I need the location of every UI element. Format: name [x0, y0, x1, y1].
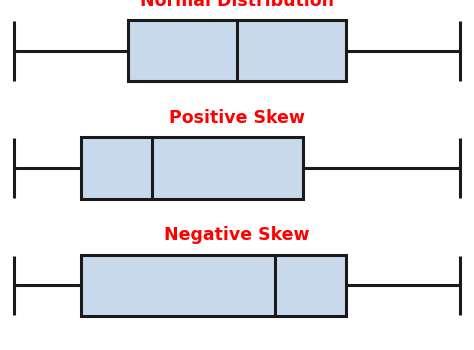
Bar: [81, 255, 346, 316]
Bar: [128, 20, 346, 82]
Bar: [81, 138, 303, 199]
Text: Positive Skew: Positive Skew: [169, 109, 305, 127]
Text: Normal Distribution: Normal Distribution: [140, 0, 334, 9]
Text: Negative Skew: Negative Skew: [164, 226, 310, 244]
